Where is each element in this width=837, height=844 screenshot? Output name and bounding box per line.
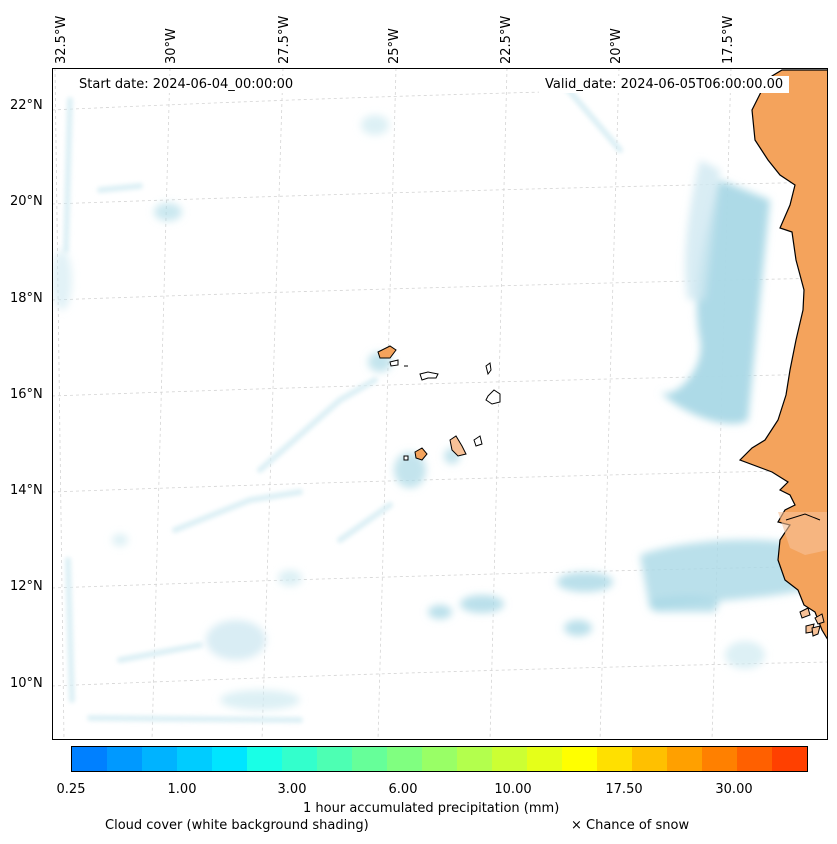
island-santo-antao <box>377 345 397 359</box>
colorbar-segment <box>177 747 212 771</box>
meridian-32-5w <box>54 68 65 740</box>
island-sal <box>485 362 492 376</box>
lat-label-22n: 22°N <box>10 98 43 113</box>
cloud-cover-legend: Cloud cover (white background shading) <box>105 818 369 833</box>
colorbar-tick-30-00: 30.00 <box>715 782 753 797</box>
island-sao-nicolau <box>419 371 439 381</box>
colorbar-tick-1-00: 1.00 <box>167 782 197 797</box>
colorbar-segment <box>212 747 247 771</box>
colorbar-segment <box>282 747 317 771</box>
colorbar-tick-17-50: 17.50 <box>605 782 643 797</box>
colorbar-segment <box>737 747 772 771</box>
lat-label-20n: 20°N <box>10 194 43 209</box>
colorbar-segment <box>702 747 737 771</box>
colorbar-segment <box>247 747 282 771</box>
colorbar-segment <box>492 747 527 771</box>
start-date-label: Start date: 2024-06-04_00:00:00 <box>73 76 300 93</box>
lat-label-10n: 10°N <box>10 676 43 691</box>
meridian-27-5w <box>261 68 284 740</box>
parallel-22n <box>52 85 828 111</box>
parallel-10n <box>52 661 828 687</box>
island-boa-vista <box>485 389 501 405</box>
island-fogo <box>414 447 428 461</box>
parallel-14n <box>52 469 828 493</box>
valid-date-label: Valid_date: 2024-06-05T06:00:00.00 <box>539 76 790 93</box>
colorbar-tick-6-00: 6.00 <box>388 782 418 797</box>
colorbar-segment <box>597 747 632 771</box>
colorbar-segment <box>632 747 667 771</box>
meridian-22-5w <box>489 68 508 740</box>
lon-label-17-5w: 17.5°W <box>721 15 736 64</box>
lon-label-27-5w: 27.5°W <box>277 15 292 64</box>
colorbar-segment <box>72 747 107 771</box>
colorbar-segment <box>667 747 702 771</box>
lat-label-14n: 14°N <box>10 483 43 498</box>
island-sao-vicente <box>389 359 399 367</box>
colorbar-segment <box>352 747 387 771</box>
lon-label-20w: 20°W <box>609 28 624 64</box>
meridian-20w <box>599 68 620 740</box>
parallel-20n <box>52 181 828 205</box>
colorbar-segment <box>527 747 562 771</box>
africa-landmass <box>738 69 828 642</box>
parallel-18n <box>52 277 828 301</box>
lon-label-25w: 25°W <box>387 28 402 64</box>
colorbar-segment <box>562 747 597 771</box>
lat-label-16n: 16°N <box>10 387 43 402</box>
cape-verde-islands <box>377 345 501 461</box>
lat-label-12n: 12°N <box>10 579 43 594</box>
colorbar-label: 1 hour accumulated precipitation (mm) <box>303 801 560 816</box>
colorbar-segment <box>387 747 422 771</box>
graticule <box>52 68 828 740</box>
lat-label-18n: 18°N <box>10 291 43 306</box>
colorbar-segment <box>142 747 177 771</box>
map-frame <box>52 68 828 740</box>
snow-legend: × Chance of snow <box>571 818 690 833</box>
colorbar-segment <box>422 747 457 771</box>
colorbar-segment <box>457 747 492 771</box>
colorbar-tick-0-25: 0.25 <box>56 782 86 797</box>
colorbar-segment <box>317 747 352 771</box>
precipitation-colorbar <box>71 746 808 772</box>
lon-label-30w: 30°W <box>164 28 179 64</box>
lon-label-32-5w: 32.5°W <box>54 15 69 64</box>
cloud-shading <box>52 115 805 710</box>
land-light-shading <box>778 512 828 555</box>
colorbar-segment <box>107 747 142 771</box>
island-brava <box>403 455 409 461</box>
meridian-25w <box>377 68 397 740</box>
gambia-river <box>785 513 821 521</box>
parallel-12n <box>52 565 828 589</box>
bissagos-islands <box>799 607 825 637</box>
map-panel <box>52 68 828 740</box>
lon-label-22-5w: 22.5°W <box>499 15 514 64</box>
island-maio <box>473 435 483 447</box>
colorbar-segment <box>772 747 807 771</box>
parallel-16n <box>52 373 828 397</box>
island-santiago <box>449 435 467 457</box>
colorbar-tick-10-00: 10.00 <box>494 782 532 797</box>
meridian-30w <box>151 68 171 740</box>
colorbar-tick-3-00: 3.00 <box>277 782 307 797</box>
